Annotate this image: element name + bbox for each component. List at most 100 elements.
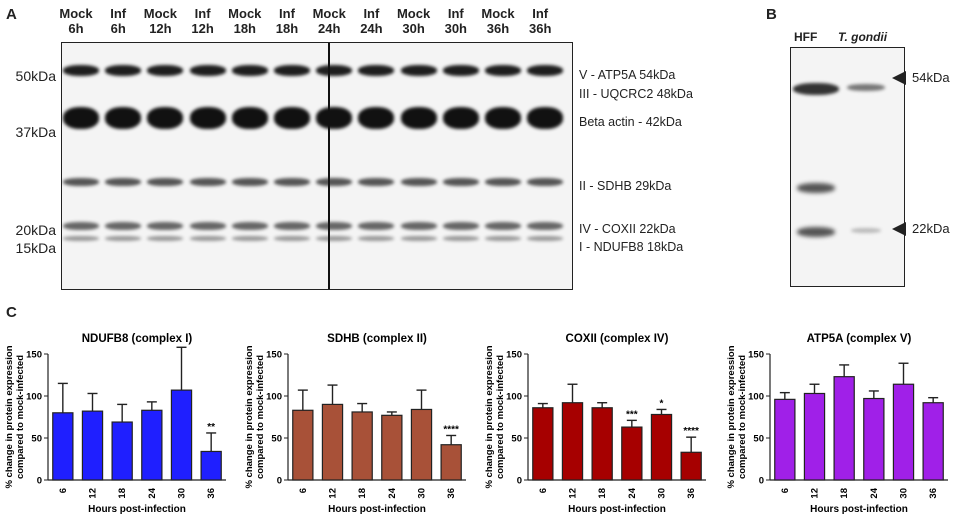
y-tick-label: 100 xyxy=(26,392,42,403)
y-tick-label: 50 xyxy=(31,434,42,445)
x-tick-label: 18 xyxy=(117,488,128,499)
x-tick-label: 12 xyxy=(88,488,99,499)
blot-a-band-sdhb xyxy=(147,178,184,186)
bar xyxy=(650,413,673,481)
lane-label-bottom: 12h xyxy=(191,21,214,36)
bar xyxy=(351,411,373,481)
western-blot-a xyxy=(61,42,573,290)
arrow-22kda-icon xyxy=(892,222,906,236)
panel-b-label: B xyxy=(766,6,777,23)
blot-a-band-coxii xyxy=(442,222,479,230)
lane-label-7: Inf 24h xyxy=(351,6,391,36)
lane-label-9: Inf 30h xyxy=(436,6,476,36)
marker-20kda: 20kDa xyxy=(15,222,56,238)
x-tick-label: 6 xyxy=(538,488,549,493)
lane-label-0: Mock 6h xyxy=(56,6,96,36)
blot-b-marker-22: 22kDa xyxy=(912,221,950,236)
lane-label-bottom: 36h xyxy=(528,21,552,36)
blot-a-band-actin xyxy=(147,107,184,129)
blot-a-band-sdhb xyxy=(63,178,99,186)
lane-label-top: Mock xyxy=(481,6,515,21)
y-axis-label: % change in protein expressioncompared t… xyxy=(244,345,266,488)
bar xyxy=(532,407,554,481)
y-tick-label: 150 xyxy=(748,350,764,361)
blot-a-band-atp5a xyxy=(63,65,99,76)
blot-a-band-actin xyxy=(274,107,310,129)
x-tick-label: 36 xyxy=(928,488,939,499)
band-label-coxii: IV - COXII 22kDa xyxy=(579,222,676,236)
x-axis-label: Hours post-infection xyxy=(88,504,186,515)
blot-a-band-ndufb8 xyxy=(274,236,310,241)
lane-label-top: Inf xyxy=(110,6,127,21)
x-tick-label: 36 xyxy=(206,488,217,499)
band-label-uqcrc2: III - UQCRC2 48kDa xyxy=(579,87,693,101)
blot-a-band-actin xyxy=(358,107,395,129)
x-tick-label: 24 xyxy=(627,487,638,498)
x-tick-label: 6 xyxy=(58,488,69,493)
blot-a-band-atp5a xyxy=(147,65,184,76)
blot-a-band-coxii xyxy=(400,222,437,230)
blot-a-band-sdhb xyxy=(231,178,268,186)
lane-label-bottom: 6h xyxy=(68,21,84,36)
x-tick-label: 12 xyxy=(810,488,821,499)
bar xyxy=(892,383,915,481)
blot-a-band-actin xyxy=(400,107,437,129)
lane-label-bottom: 36h xyxy=(486,21,510,36)
x-axis-label: Hours post-infection xyxy=(810,504,908,515)
significance-label: * xyxy=(660,398,664,409)
bar xyxy=(561,402,584,481)
blot-a-band-ndufb8 xyxy=(147,236,184,241)
blot-a-band-ndufb8 xyxy=(400,236,437,241)
western-blot-b xyxy=(790,47,905,287)
blot-a-band-ndufb8 xyxy=(442,236,479,241)
panel-a-label: A xyxy=(6,6,17,23)
significance-label: **** xyxy=(683,426,699,437)
blot-a-band-coxii xyxy=(316,222,353,230)
lane-label-top: Mock xyxy=(396,6,431,21)
x-tick-label: 30 xyxy=(417,488,428,499)
blot-a-band-ndufb8 xyxy=(316,236,353,241)
x-tick-label: 6 xyxy=(298,488,309,493)
bar xyxy=(111,421,133,481)
chart-coxii: COXII (complex IV) % change in protein ex… xyxy=(484,333,706,515)
lane-label-3: Inf 12h xyxy=(183,6,223,36)
lane-label-bottom: 12h xyxy=(149,21,172,36)
x-tick-label: 18 xyxy=(839,488,850,499)
blot-a-band-coxii xyxy=(63,222,99,230)
bar xyxy=(680,451,702,481)
marker-15kda: 15kDa xyxy=(15,240,56,256)
blot-a-band-ndufb8 xyxy=(527,236,564,241)
bar xyxy=(591,407,613,481)
chart-sdhb: SDHB (complex II) % change in protein exp… xyxy=(244,333,466,515)
lane-label-bottom: 18h xyxy=(275,21,299,36)
lane-label-8: Mock 30h xyxy=(394,6,434,36)
blot-a-band-ndufb8 xyxy=(485,236,521,241)
bar xyxy=(292,409,314,481)
lane-label-bottom: 30h xyxy=(402,21,425,36)
x-tick-label: 30 xyxy=(899,488,910,499)
blot-a-band-atp5a xyxy=(485,65,521,76)
blot-a-band-ndufb8 xyxy=(105,236,142,241)
bar xyxy=(922,402,944,481)
bar xyxy=(410,408,433,481)
lane-label-top: Mock xyxy=(312,6,346,21)
bar xyxy=(81,410,104,481)
lane-label-top: Inf xyxy=(194,6,211,21)
y-tick-label: 150 xyxy=(266,350,282,361)
y-tick-label: 100 xyxy=(266,392,282,403)
blot-divider xyxy=(328,43,330,289)
y-axis-label: % change in protein expressioncompared t… xyxy=(726,345,748,488)
blot-a-band-atp5a xyxy=(231,65,268,76)
chart-title: ATP5A (complex V) xyxy=(807,333,912,345)
y-tick-label: 150 xyxy=(26,350,42,361)
blot-a-band-atp5a xyxy=(274,65,310,76)
y-tick-label: 0 xyxy=(517,476,522,487)
blot-a-band-actin xyxy=(189,107,226,129)
blot-a-band-sdhb xyxy=(358,178,395,186)
marker-50kda: 50kDa xyxy=(15,68,56,84)
x-axis-label: Hours post-infection xyxy=(568,504,666,515)
lane-label-11: Inf 36h xyxy=(520,6,560,36)
y-tick-label: 100 xyxy=(748,392,764,403)
blot-a-band-atp5a xyxy=(527,65,564,76)
blot-a-band-actin xyxy=(316,107,353,129)
